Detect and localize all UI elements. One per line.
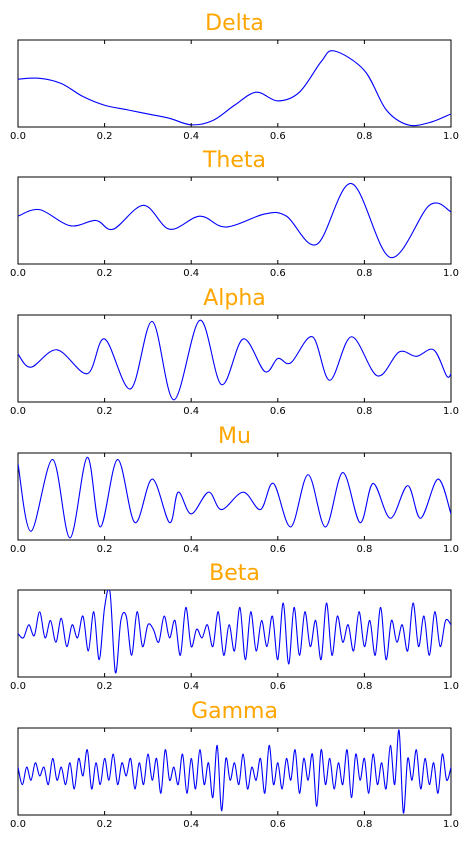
- x-tick-label: 0.4: [183, 819, 199, 830]
- x-tick-label: 0.0: [10, 819, 26, 830]
- x-tick-label: 0.4: [183, 681, 199, 692]
- x-tick-label: 0.4: [183, 131, 199, 142]
- x-tick-label: 0.8: [356, 131, 372, 142]
- x-tick-label: 0.6: [270, 131, 286, 142]
- x-tick-label: 0.8: [356, 544, 372, 555]
- panel-title: Alpha: [203, 286, 266, 311]
- panel-title: Gamma: [191, 699, 278, 724]
- axes-frame: [17, 727, 452, 816]
- x-tick-label: 0.8: [356, 268, 372, 279]
- panel-title: Theta: [202, 148, 266, 173]
- signal-line: [18, 50, 451, 127]
- signal-line: [18, 182, 451, 259]
- x-tick-label: 0.2: [97, 406, 113, 417]
- signal-line: [18, 456, 451, 539]
- x-tick-label: 1.0: [443, 268, 459, 279]
- axes-frame: [17, 176, 452, 265]
- axes-frame: [17, 39, 452, 128]
- signal-line: [18, 590, 451, 674]
- panel-title: Delta: [205, 11, 264, 36]
- x-tick-label: 1.0: [443, 544, 459, 555]
- x-tick-label: 0.0: [10, 681, 26, 692]
- x-tick-label: 0.2: [97, 131, 113, 142]
- axes-frame: [17, 452, 452, 541]
- x-tick-label: 0.6: [270, 268, 286, 279]
- x-tick-label: 0.6: [270, 544, 286, 555]
- x-tick-label: 0.8: [356, 819, 372, 830]
- x-tick-label: 0.8: [356, 681, 372, 692]
- x-tick-label: 1.0: [443, 819, 459, 830]
- x-tick-label: 0.2: [97, 544, 113, 555]
- x-tick-label: 0.4: [183, 544, 199, 555]
- x-tick-label: 0.4: [183, 406, 199, 417]
- x-tick-label: 0.0: [10, 406, 26, 417]
- x-tick-label: 0.4: [183, 268, 199, 279]
- axes-frame: [17, 589, 452, 678]
- signal-line: [18, 319, 451, 401]
- x-tick-label: 0.0: [10, 268, 26, 279]
- x-tick-label: 0.6: [270, 681, 286, 692]
- x-tick-label: 0.2: [97, 268, 113, 279]
- panel-title: Beta: [209, 561, 260, 586]
- x-tick-label: 1.0: [443, 131, 459, 142]
- x-tick-label: 0.0: [10, 544, 26, 555]
- x-tick-label: 0.6: [270, 819, 286, 830]
- x-tick-label: 0.8: [356, 406, 372, 417]
- x-tick-label: 0.2: [97, 681, 113, 692]
- x-tick-label: 0.6: [270, 406, 286, 417]
- x-tick-label: 0.2: [97, 819, 113, 830]
- x-tick-label: 0.0: [10, 131, 26, 142]
- x-tick-label: 1.0: [443, 681, 459, 692]
- x-tick-label: 1.0: [443, 406, 459, 417]
- panel-title: Mu: [218, 424, 251, 449]
- signal-line: [18, 729, 451, 814]
